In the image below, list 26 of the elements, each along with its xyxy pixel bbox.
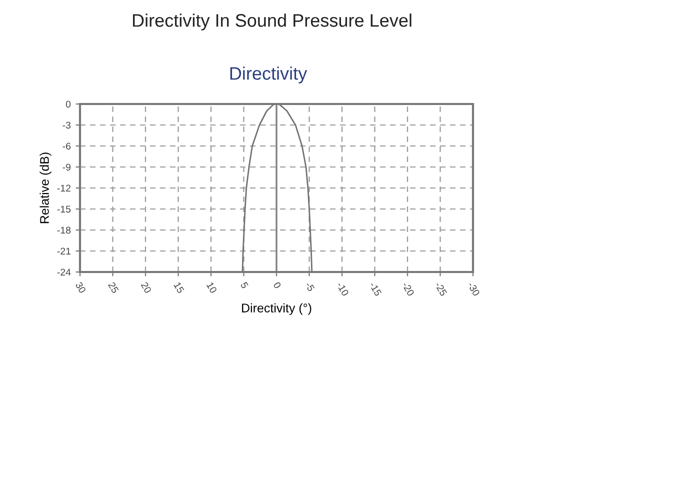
y-tick-label: -12 [57, 184, 70, 192]
x-tick-label: 10 [206, 282, 218, 294]
y-tick-label: -3 [62, 122, 71, 129]
x-tick-label: 25 [108, 282, 119, 294]
x-axis-title: Directivity (°) [242, 303, 312, 315]
x-tick-label: -20 [402, 282, 415, 296]
y-tick-label: -21 [57, 248, 70, 255]
x-tick-label: -5 [305, 282, 315, 292]
x-tick-label: -10 [336, 282, 350, 296]
chart-title: Directivity In Sound Pressure Level [132, 14, 412, 30]
x-tick-label: 15 [174, 282, 184, 294]
y-axis-title: Relative (dB) [40, 152, 52, 224]
y-tick-label: -15 [57, 206, 71, 213]
y-tick-label: -6 [62, 142, 71, 150]
x-tick-label: 20 [140, 282, 152, 294]
x-tick-label: 30 [75, 281, 86, 294]
x-tick-label: 5 [240, 282, 249, 289]
y-tick-label: -18 [57, 226, 71, 234]
chart-subtitle: Directivity [230, 66, 308, 84]
y-tick-label: -9 [62, 164, 71, 171]
x-tick-label: -15 [369, 282, 382, 296]
y-tick-label: -24 [57, 268, 71, 276]
x-tick-label: -25 [434, 282, 448, 296]
x-tick-label: 0 [273, 281, 282, 289]
x-tick-label: -30 [467, 282, 480, 296]
y-tick-label: 0 [66, 100, 71, 108]
